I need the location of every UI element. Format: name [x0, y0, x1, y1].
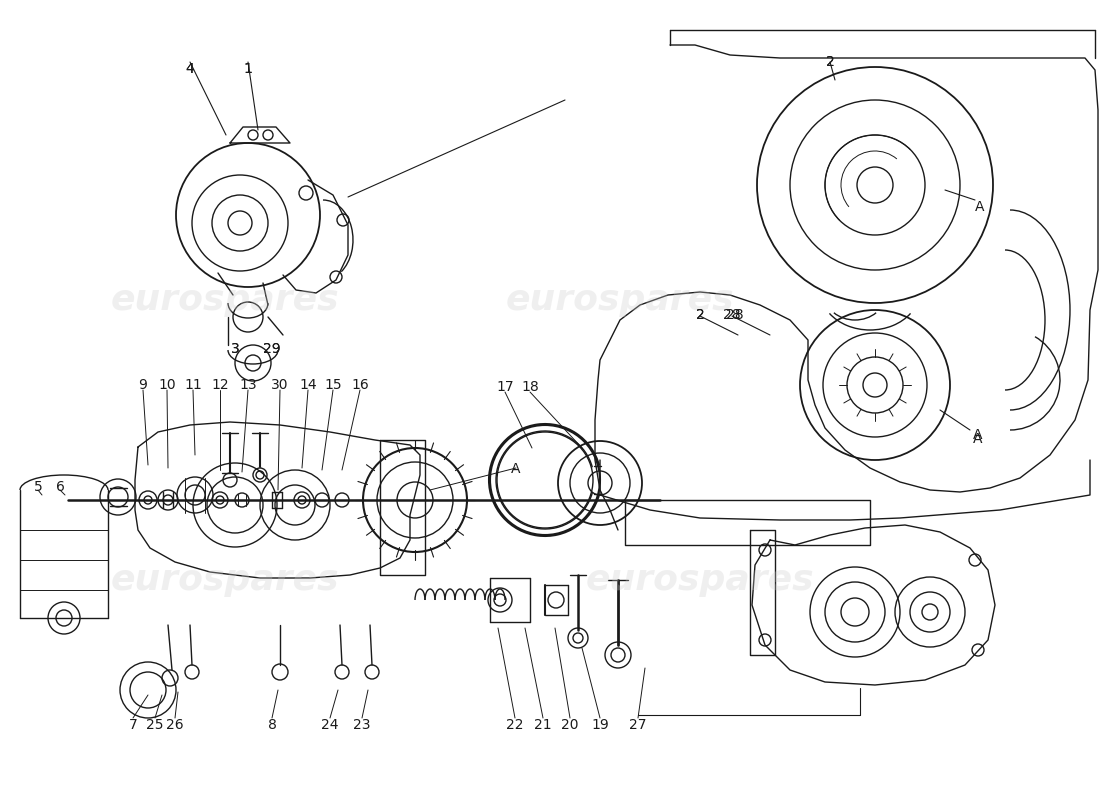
- Text: 2: 2: [826, 55, 835, 69]
- Text: 6: 6: [56, 480, 65, 494]
- Text: 21: 21: [535, 718, 552, 732]
- Text: 17: 17: [496, 380, 514, 394]
- Text: 22: 22: [506, 718, 524, 732]
- Text: 28: 28: [726, 308, 744, 322]
- Text: 1: 1: [243, 62, 252, 76]
- Text: 25: 25: [146, 718, 164, 732]
- Text: A: A: [974, 432, 982, 446]
- Text: 9: 9: [139, 378, 147, 392]
- Text: 4: 4: [186, 62, 195, 76]
- Text: 29: 29: [263, 342, 280, 356]
- Text: A: A: [512, 462, 520, 476]
- Text: 13: 13: [239, 378, 256, 392]
- Text: 18: 18: [521, 380, 539, 394]
- Text: 2: 2: [695, 308, 704, 322]
- Text: eurospares: eurospares: [111, 283, 339, 317]
- Text: 26: 26: [166, 718, 184, 732]
- Text: 7: 7: [129, 718, 138, 732]
- Text: 23: 23: [353, 718, 371, 732]
- Text: 2: 2: [695, 308, 704, 322]
- Text: 3: 3: [231, 342, 240, 356]
- Text: 15: 15: [324, 378, 342, 392]
- Text: 28: 28: [723, 308, 740, 322]
- Text: 8: 8: [267, 718, 276, 732]
- Text: A: A: [975, 200, 984, 214]
- Text: 4: 4: [186, 62, 195, 76]
- Text: 12: 12: [211, 378, 229, 392]
- Text: 29: 29: [263, 342, 280, 356]
- Text: 19: 19: [591, 718, 609, 732]
- Text: 11: 11: [184, 378, 202, 392]
- Text: 30: 30: [272, 378, 288, 392]
- Text: 3: 3: [231, 342, 240, 356]
- Text: 24: 24: [321, 718, 339, 732]
- Text: 10: 10: [158, 378, 176, 392]
- Text: eurospares: eurospares: [111, 563, 339, 597]
- Text: 14: 14: [299, 378, 317, 392]
- Text: A: A: [974, 428, 982, 442]
- Text: 16: 16: [351, 378, 369, 392]
- Text: 5: 5: [34, 480, 43, 494]
- Text: 2: 2: [826, 55, 835, 69]
- Text: 20: 20: [561, 718, 579, 732]
- Text: 1: 1: [243, 62, 252, 76]
- Text: eurospares: eurospares: [506, 283, 735, 317]
- Text: eurospares: eurospares: [585, 563, 814, 597]
- Text: 27: 27: [629, 718, 647, 732]
